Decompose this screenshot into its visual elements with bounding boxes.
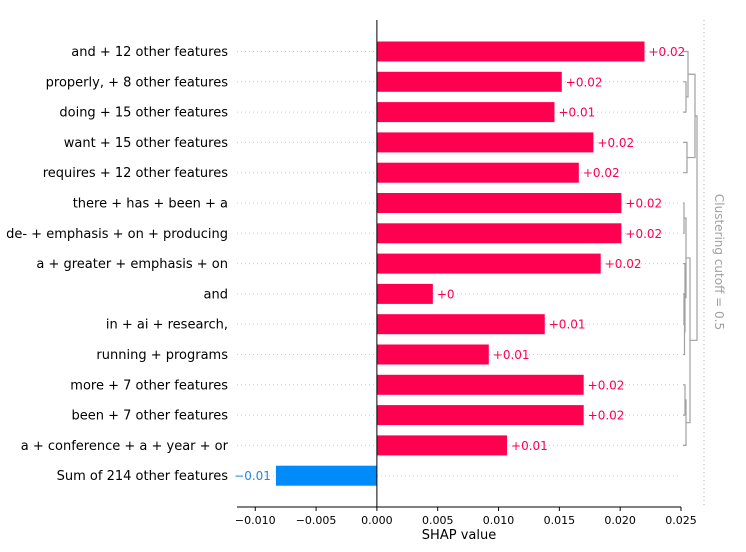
bar: [376, 102, 555, 123]
x-tick-label: 0.015: [544, 514, 576, 527]
y-tick-label: been + 7 other features: [71, 409, 228, 424]
data-label: −0.01: [234, 469, 271, 483]
bar: [376, 132, 594, 153]
data-label: +0.02: [605, 257, 642, 271]
data-label: +0.01: [511, 439, 548, 453]
y-tick-label: Sum of 214 other features: [57, 469, 229, 484]
data-label: +0.02: [566, 75, 603, 89]
y-tick-label: and: [204, 287, 228, 302]
y-tick-label: a + conference + a + year + or: [21, 439, 229, 454]
y-tick-label: doing + 15 other features: [59, 106, 228, 121]
y-tick-label: more + 7 other features: [70, 378, 228, 393]
x-tick-label: 0.000: [361, 514, 393, 527]
y-tick-label: in + ai + research,: [106, 318, 228, 333]
bar: [376, 283, 433, 304]
y-tick-label: properly, + 8 other features: [46, 75, 229, 90]
dendrogram-link: [690, 115, 698, 341]
clustering-dendrogram: [683, 20, 705, 507]
y-tick-label: want + 15 other features: [64, 136, 228, 151]
x-tick-label: 0.020: [604, 514, 636, 527]
dendrogram-link: [683, 384, 686, 416]
y-tick-label: requires + 12 other features: [43, 166, 229, 181]
bar: [376, 435, 508, 456]
y-tick-label: there + has + been + a: [73, 197, 228, 212]
y-tick-labels: and + 12 other features properly, + 8 oth…: [6, 45, 229, 484]
data-label: +0.02: [588, 409, 625, 423]
bars: [275, 41, 645, 486]
x-tick-label: −0.005: [296, 514, 337, 527]
x-axis-label: SHAP value: [422, 528, 496, 543]
bar: [376, 41, 645, 62]
data-label: +0.02: [588, 378, 625, 392]
bar: [275, 465, 377, 486]
x-tick-label: 0.010: [483, 514, 515, 527]
x-tick-label: 0.005: [422, 514, 454, 527]
bar: [376, 223, 622, 244]
dendrogram-link: [683, 141, 688, 174]
data-label: +0.01: [493, 348, 530, 362]
x-tick-label: −0.010: [235, 514, 276, 527]
bar: [376, 253, 601, 274]
dendrogram-link: [683, 293, 685, 325]
y-tick-label: and + 12 other features: [71, 45, 228, 60]
dendrogram-link: [683, 81, 687, 113]
data-label: +0.02: [597, 136, 634, 150]
bar: [376, 162, 579, 183]
data-label: +0: [437, 287, 455, 301]
bar: [376, 314, 545, 335]
bar: [376, 405, 584, 426]
y-tick-label: running + programs: [96, 348, 228, 363]
y-tick-label: a + greater + emphasis + on: [36, 257, 228, 272]
bar: [376, 193, 622, 213]
x-tick-label: 0.025: [665, 514, 697, 527]
data-label: +0.01: [558, 106, 595, 120]
bar: [376, 71, 562, 92]
data-label: +0.02: [625, 197, 662, 211]
data-label: +0.02: [649, 45, 686, 59]
bar: [376, 344, 489, 365]
x-axis: −0.010 −0.005 0.000 0.005 0.010 0.015 0.020 0.0…: [235, 506, 697, 527]
dendrogram-link: [683, 202, 685, 234]
y-tick-label: de- + emphasis + on + producing: [6, 227, 228, 242]
data-labels: +0.02 +0.02 +0.01 +0.02 +0.02 +0.02 +0.02 +0.02…: [234, 45, 685, 483]
clustering-cutoff-label: Clustering cutoff = 0.5: [712, 194, 726, 330]
bar: [376, 374, 584, 395]
data-label: +0.01: [549, 318, 586, 332]
data-label: +0.02: [625, 227, 662, 241]
data-label: +0.02: [583, 166, 620, 180]
